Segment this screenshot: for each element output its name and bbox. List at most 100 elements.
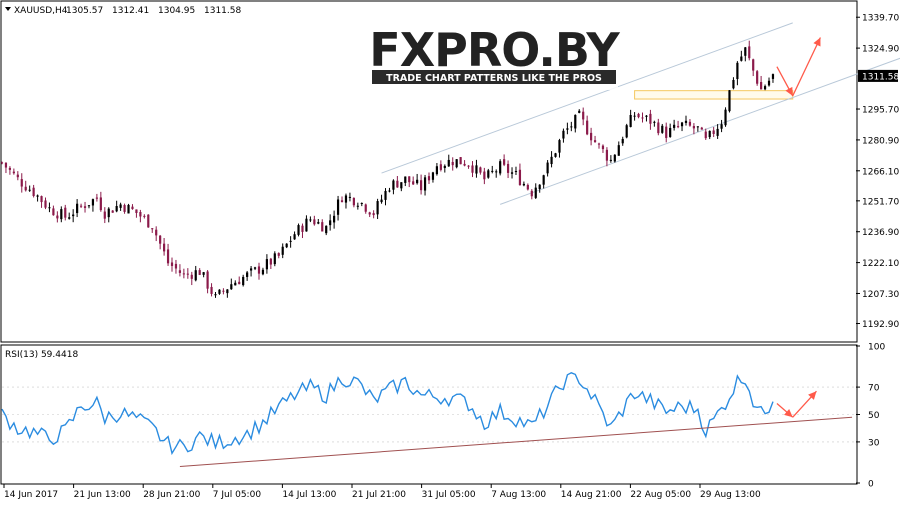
candle-body [155,229,158,236]
candle-body [680,122,684,127]
candle-body [99,197,102,211]
candle-body [578,110,581,113]
candle-body [111,210,114,213]
candle-body [12,171,15,174]
candle-body [586,120,589,135]
candle-body [530,190,533,197]
candle-body [657,122,660,134]
candle-body [475,165,478,174]
candle-body [740,56,743,61]
high-value: 1312.41 [112,6,149,16]
candle-body [83,206,87,208]
price-tick-label: 1295.70 [862,106,899,116]
arrow-head [813,37,821,47]
candle-body [360,202,363,204]
candle-body [676,126,680,128]
time-axis: 14 Jun 2017 21 Jun 13:00 28 Jun 21:00 7 Jul… [3,484,761,500]
candle-body [151,228,154,230]
candle-body [756,71,759,84]
time-tick-label: 21 Jun 13:00 [74,490,131,500]
candle-body [447,159,450,167]
time-tick-label: 28 Jun 21:00 [143,490,200,500]
candle-body [641,117,644,119]
candle-body [72,214,75,217]
candle-body [198,270,201,275]
candle-body [704,131,707,139]
candle-body [159,235,162,244]
symbol-dropdown-icon[interactable] [5,7,11,11]
candle-body [76,203,79,214]
rsi-trend-line [179,416,853,468]
candle-body [767,80,771,86]
candle-body [372,213,375,216]
rsi-line [1,372,774,456]
candle-body [222,290,225,292]
candle-body [281,246,284,255]
candle-body [139,212,142,217]
candle-body [48,207,51,209]
candle-body [574,114,577,129]
arrow-head [784,408,793,418]
current-price-marker [858,69,898,82]
symbol-label: XAUUSD,H4 [14,6,68,16]
candle-body [661,125,664,133]
watermark-brand: FXPRO.BY [369,23,620,77]
time-tick-label: 14 Aug 21:00 [561,490,622,500]
candle-body [376,201,379,215]
candle-body [115,206,118,212]
candle-body [68,217,71,219]
candle-body [107,208,110,218]
candle-body [720,124,723,129]
candle-body [483,171,486,180]
candle-body [163,243,166,252]
candle-body [123,205,126,212]
rsi-tick-label: 100 [868,343,885,353]
candle-body [333,215,336,223]
time-tick-label: 31 Jul 05:00 [422,490,476,500]
candle-body [218,289,221,294]
candle-body [249,268,253,271]
candle-body [24,186,27,191]
candle-body [206,271,209,289]
candle-body [52,208,55,216]
candle-body [716,128,719,136]
price-tick-label: 1266.10 [862,167,899,177]
price-axis: 1311.58 1339.70 1324.90 1295.70 1280.90 1266.… [856,14,899,330]
candle-body [253,267,257,269]
candle-body [566,128,569,130]
candle-body [261,269,265,275]
support-zone [634,90,794,100]
candle-body [605,149,609,161]
candle-body [127,204,130,214]
candle-body [562,130,565,139]
candle-body [542,175,545,185]
watermark-tagline: TRADE CHART PATTERNS LIKE THE PROS [386,73,602,84]
candle-body [238,281,241,285]
open-value: 1305.57 [66,6,103,16]
candle-body [629,115,632,127]
candle-body [423,177,427,191]
rsi-label: RSI(13) 59.4418 [5,350,78,360]
candle-body [277,253,280,256]
candle-body [325,225,328,234]
price-tick-label: 1324.90 [862,45,899,55]
candle-body [147,214,150,228]
price-tick-label: 1251.70 [862,197,899,207]
candle-body [593,140,597,143]
chart-header: XAUUSD,H4 1305.57 1312.41 1304.95 1311.5… [5,6,241,16]
candle-body [344,195,348,203]
candle-body [182,273,185,275]
candle-body [380,199,383,203]
candle-body [601,145,605,150]
price-tick-label: 1192.90 [862,320,899,330]
candle-body [688,121,692,126]
watermark-tagline-bg [372,70,616,84]
candle-body [459,157,462,165]
candle-body [771,74,775,79]
candle-body [669,127,672,137]
candle-body [625,125,628,138]
candle-body [166,249,170,264]
candle-body [550,156,553,165]
